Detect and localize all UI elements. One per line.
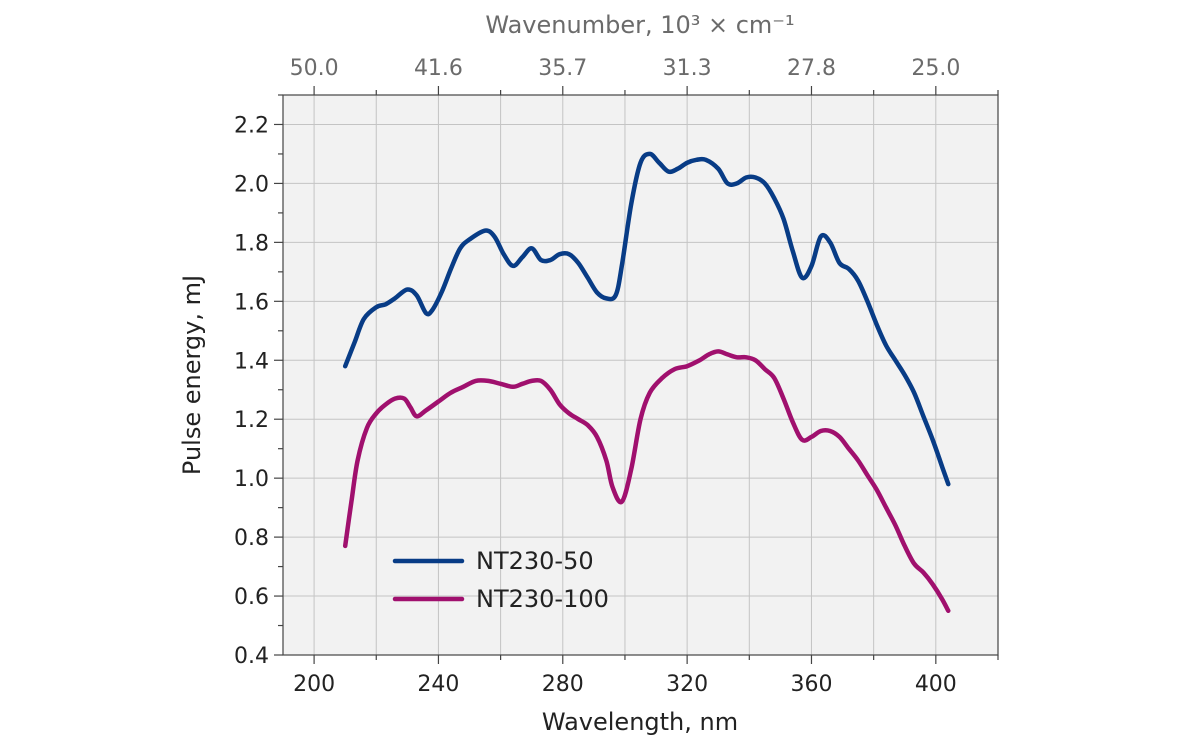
y-tick-label: 2.2 bbox=[234, 113, 269, 138]
series-line-nt230-100 bbox=[342, 349, 951, 614]
legend-label-nt230-50: NT230-50 bbox=[476, 547, 594, 575]
y-tick-label: 1.6 bbox=[234, 290, 269, 315]
series-layer bbox=[342, 151, 951, 614]
x-tick-label: 360 bbox=[790, 672, 832, 697]
x-tick-label: 240 bbox=[417, 672, 459, 697]
y-tick-label: 2.0 bbox=[234, 172, 269, 197]
x-tick-label: 320 bbox=[666, 672, 708, 697]
series-line-nt230-50 bbox=[342, 151, 951, 487]
y-tick-label: 0.6 bbox=[234, 585, 269, 610]
top-axis-title: Wavenumber, 10³ × cm⁻¹ bbox=[485, 11, 794, 39]
top-tick-label: 35.7 bbox=[538, 56, 587, 81]
legend-label-nt230-100: NT230-100 bbox=[476, 585, 609, 613]
y-tick-label: 1.0 bbox=[234, 467, 269, 492]
y-axis-title: Pulse energy, mJ bbox=[178, 275, 206, 475]
y-tick-label: 1.8 bbox=[234, 231, 269, 256]
x-tick-label: 280 bbox=[542, 672, 584, 697]
y-tick-label: 1.2 bbox=[234, 408, 269, 433]
plot-frame bbox=[282, 94, 999, 656]
x-tick-label: 200 bbox=[293, 672, 335, 697]
legend: NT230-50 NT230-100 bbox=[392, 547, 609, 613]
y-tick-label: 0.8 bbox=[234, 526, 269, 551]
top-tick-label: 27.8 bbox=[787, 56, 836, 81]
top-tick-label: 31.3 bbox=[663, 56, 712, 81]
x-axis-title: Wavelength, nm bbox=[542, 708, 738, 736]
top-tick-label: 50.0 bbox=[290, 56, 339, 81]
top-tick-label: 41.6 bbox=[414, 56, 463, 81]
plot-area bbox=[283, 95, 998, 655]
top-tick-label: 25.0 bbox=[911, 56, 960, 81]
tick-labels: 200 240 280 320 360 400 0.4 0.6 0.8 1.0 1.2 1.4 1.6 1… bbox=[234, 56, 960, 697]
ticks bbox=[274, 86, 999, 664]
x-tick-label: 400 bbox=[915, 672, 957, 697]
y-tick-label: 1.4 bbox=[234, 349, 269, 374]
y-tick-label: 0.4 bbox=[234, 644, 269, 669]
